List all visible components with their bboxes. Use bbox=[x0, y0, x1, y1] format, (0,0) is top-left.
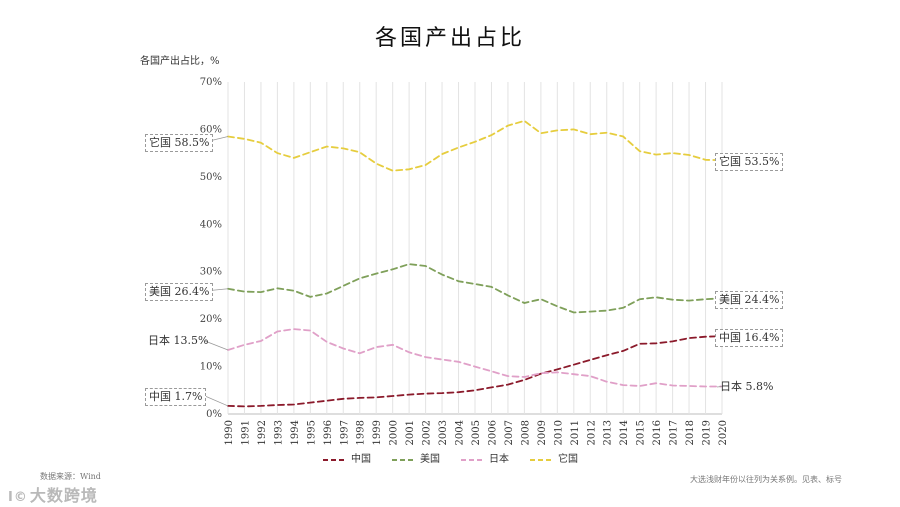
callout-start-日本: 日本 13.5% bbox=[148, 334, 209, 347]
x-tick-label: 2015 bbox=[636, 420, 647, 445]
y-tick-label: 40% bbox=[200, 219, 222, 230]
x-tick-label: 1991 bbox=[240, 420, 251, 445]
x-tick-label: 2010 bbox=[553, 420, 564, 445]
x-tick-label: 2001 bbox=[405, 420, 416, 445]
x-tick-label: 2008 bbox=[520, 420, 531, 445]
series-line-中国 bbox=[227, 335, 723, 408]
x-tick-label: 2020 bbox=[718, 420, 729, 445]
x-tick-label: 1999 bbox=[372, 420, 383, 445]
x-tick-label: 2002 bbox=[422, 420, 433, 445]
x-tick-label: 1993 bbox=[273, 420, 284, 445]
x-tick-label: 2003 bbox=[438, 420, 449, 445]
x-tick-label: 1995 bbox=[306, 420, 317, 445]
x-tick-label: 1997 bbox=[339, 420, 350, 445]
y-tick-label: 70% bbox=[200, 77, 222, 88]
x-tick-label: 2017 bbox=[669, 420, 680, 445]
y-tick-label: 10% bbox=[200, 362, 222, 373]
source-note: 数据来源：Wind bbox=[40, 472, 101, 481]
legend-swatch bbox=[392, 458, 416, 461]
y-tick-label: 60% bbox=[200, 124, 222, 135]
legend-item-中国: 中国 bbox=[322, 450, 371, 465]
x-tick-label: 2016 bbox=[652, 420, 663, 445]
footnote: 大选浅财年份以往列为关系例。见表、标号 bbox=[690, 475, 842, 484]
x-tick-label: 1994 bbox=[290, 420, 301, 445]
leader-line-start-日本 bbox=[204, 340, 229, 351]
leader-line-start-中国 bbox=[204, 395, 229, 407]
series-line-日本 bbox=[227, 328, 723, 388]
x-tick-label: 1992 bbox=[257, 420, 268, 445]
y-axis-label: 各国产出占比，% bbox=[140, 56, 220, 67]
callout-start-美国: 美国 26.4% bbox=[145, 283, 214, 301]
y-tick-label: 0% bbox=[206, 409, 222, 420]
chart-title: 各国产出占比 bbox=[374, 26, 525, 51]
x-tick-label: 2018 bbox=[685, 420, 696, 445]
x-tick-label: 2013 bbox=[603, 420, 614, 445]
legend-swatch bbox=[530, 458, 554, 461]
x-tick-label: 2012 bbox=[586, 420, 597, 445]
logo-text: 大数跨境 bbox=[29, 486, 98, 505]
x-tick-label: 1996 bbox=[323, 420, 334, 445]
legend-label: 日本 bbox=[489, 454, 509, 465]
x-tick-label: 2009 bbox=[537, 420, 548, 445]
x-tick-label: 2000 bbox=[389, 420, 400, 445]
callout-end-中国: 中国 16.4% bbox=[715, 329, 784, 347]
y-tick-label: 50% bbox=[200, 172, 222, 183]
callout-end-美国: 美国 24.4% bbox=[715, 291, 784, 309]
legend-item-它国: 它国 bbox=[529, 450, 578, 465]
callout-end-它国: 它国 53.5% bbox=[715, 153, 784, 171]
x-tick-label: 2014 bbox=[619, 420, 630, 445]
legend-swatch bbox=[323, 458, 347, 461]
x-tick-label: 2004 bbox=[455, 420, 466, 445]
series-line-美国 bbox=[227, 263, 723, 314]
leader-line-end-日本 bbox=[716, 386, 723, 388]
callout-end-日本: 日本 5.8% bbox=[720, 380, 774, 393]
x-tick-label: 2005 bbox=[471, 420, 482, 445]
y-tick-label: 20% bbox=[200, 314, 222, 325]
x-tick-label: 1998 bbox=[356, 420, 367, 445]
series-line-它国 bbox=[227, 119, 723, 172]
x-tick-label: 2011 bbox=[570, 420, 581, 445]
legend-item-日本: 日本 bbox=[460, 450, 509, 465]
legend-swatch bbox=[461, 458, 485, 461]
x-tick-label: 2019 bbox=[702, 420, 713, 445]
legend-label: 中国 bbox=[351, 454, 371, 465]
y-tick-label: 30% bbox=[200, 267, 222, 278]
callout-start-它国: 它国 58.5% bbox=[145, 134, 214, 152]
callout-start-中国: 中国 1.7% bbox=[145, 388, 207, 406]
x-tick-label: 1990 bbox=[224, 420, 235, 445]
legend-item-美国: 美国 bbox=[391, 450, 440, 465]
watermark-logo: I© 大数跨境 bbox=[8, 482, 98, 506]
legend: 中国 美国 日本 它国 bbox=[0, 450, 900, 465]
x-tick-label: 2007 bbox=[504, 420, 515, 445]
logo-icon: I© bbox=[8, 490, 28, 505]
legend-label: 它国 bbox=[558, 454, 578, 465]
legend-label: 美国 bbox=[420, 454, 440, 465]
x-tick-label: 2006 bbox=[487, 420, 498, 445]
